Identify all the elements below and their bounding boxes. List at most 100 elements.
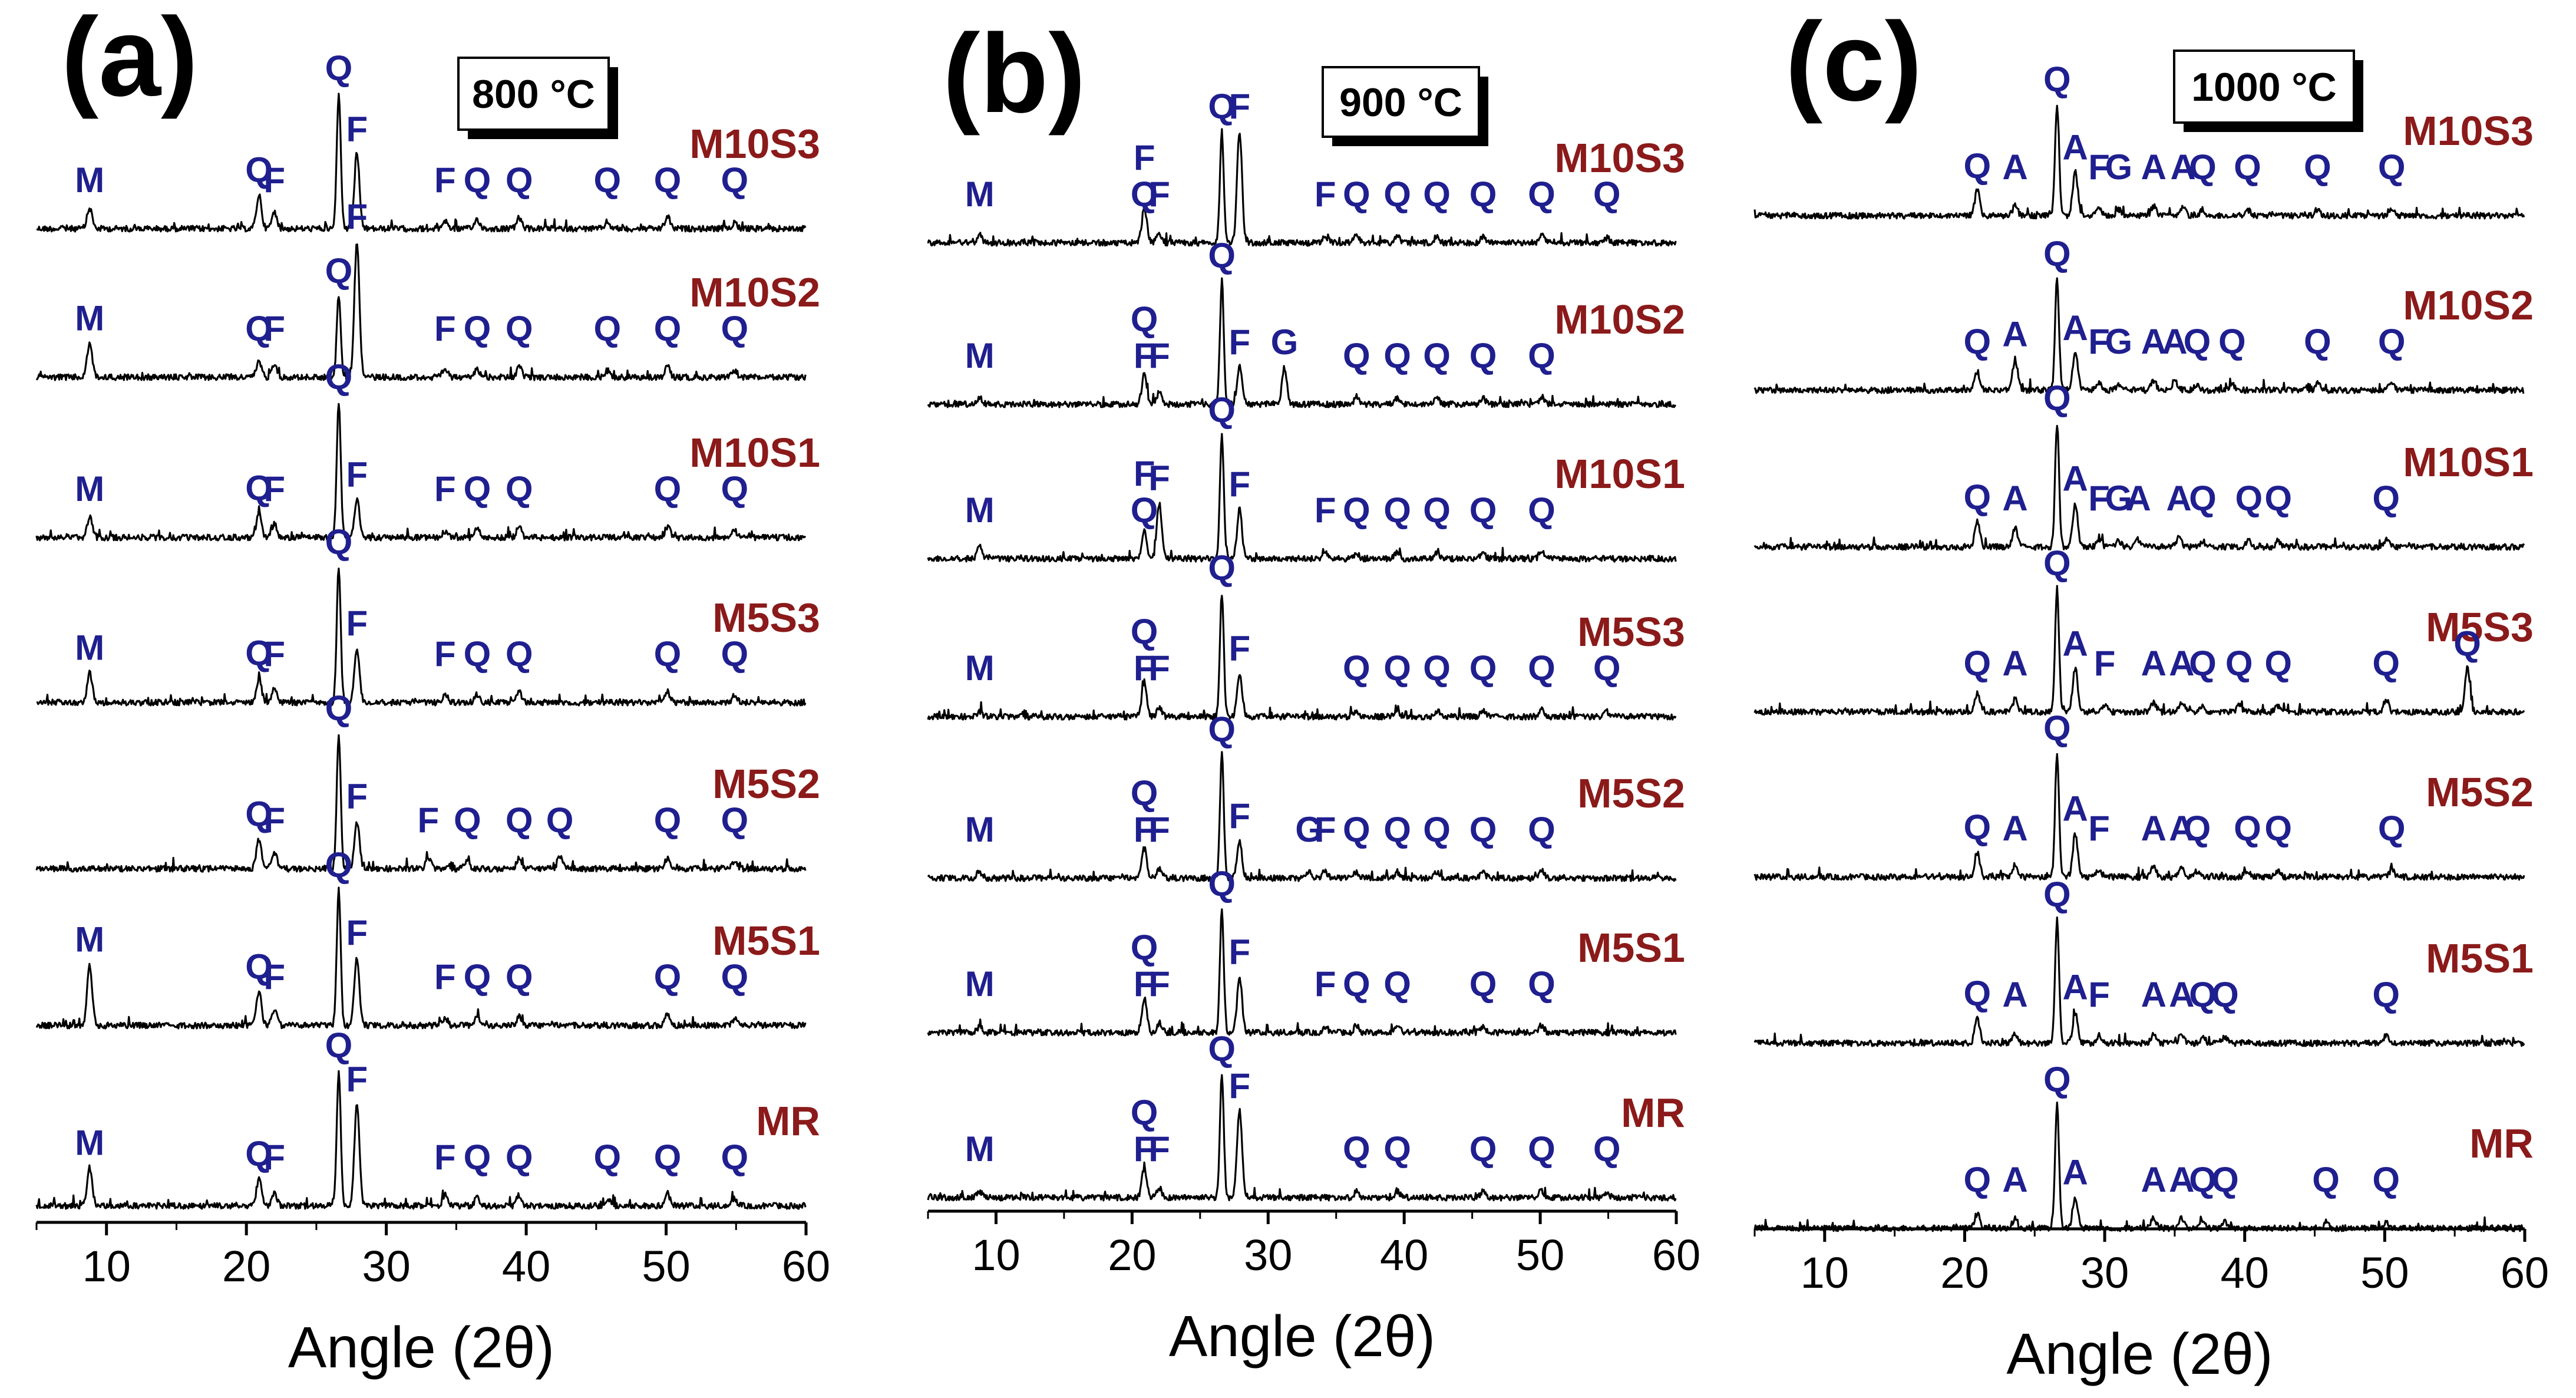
peak-label: Q <box>1208 390 1236 430</box>
peak-label: A <box>2063 968 2088 1007</box>
peak-label: A <box>2063 624 2088 664</box>
x-tick-label: 40 <box>502 1242 550 1291</box>
xrd-trace <box>927 277 1677 408</box>
peak-label: Q <box>2378 147 2406 187</box>
x-tick-label: 20 <box>222 1242 270 1291</box>
peak-label: Q <box>546 800 574 840</box>
peak-label: Q <box>2372 479 2400 518</box>
peak-label: Q <box>506 309 533 348</box>
peak-label: F <box>263 957 285 997</box>
peak-label: Q <box>1131 773 1158 813</box>
peak-label: G <box>2105 479 2133 518</box>
peak-label: Q <box>464 1137 491 1177</box>
peak-label: Q <box>2235 479 2263 518</box>
temperature-label: 800 °C <box>472 72 595 117</box>
peak-label: Q <box>1528 174 1555 214</box>
peak-label: Q <box>1469 1129 1497 1169</box>
peak-label: Q <box>1964 146 1992 186</box>
peak-label: A <box>2169 644 2194 683</box>
xrd-trace <box>1753 104 2525 220</box>
xrd-trace <box>927 595 1677 721</box>
peak-label: G <box>2105 322 2133 361</box>
peak-label: Q <box>2234 809 2261 848</box>
peak-label: Q <box>245 150 273 190</box>
sample-label: M10S3 <box>689 121 820 167</box>
x-axis-label: Angle (2θ) <box>288 1315 554 1380</box>
peak-label: Q <box>721 634 749 674</box>
peak-label: Q <box>1343 336 1370 375</box>
peak-label: Q <box>1131 612 1158 651</box>
peak-label: F <box>434 634 456 674</box>
peak-label: Q <box>1469 964 1497 1004</box>
x-tick-label: 40 <box>1380 1231 1428 1280</box>
peak-label: Q <box>1343 964 1370 1004</box>
peak-label: Q <box>1423 648 1451 688</box>
peak-label: F <box>2088 479 2110 518</box>
peak-label: Q <box>2372 975 2400 1014</box>
peak-label: A <box>2063 308 2088 348</box>
peak-label: Q <box>1423 174 1451 214</box>
peak-label: Q <box>325 845 353 885</box>
peak-label: Q <box>1383 336 1411 375</box>
peak-label: F <box>434 957 456 997</box>
peak-label: F <box>2094 644 2116 683</box>
peak-label: Q <box>2189 975 2217 1014</box>
peak-label: F <box>346 604 368 643</box>
peak-label: F <box>1228 629 1250 668</box>
peak-label: A <box>2002 315 2027 354</box>
peak-label: Q <box>2043 234 2071 273</box>
peak-label: A <box>2141 322 2167 361</box>
peak-label: F <box>418 800 440 840</box>
peak-label: F <box>2088 975 2110 1014</box>
peak-label: Q <box>1208 1029 1236 1069</box>
x-tick-label: 60 <box>1652 1231 1700 1280</box>
peak-label: Q <box>506 957 533 997</box>
peak-label: F <box>1315 174 1336 214</box>
peak-label: Q <box>506 469 533 509</box>
panel-label: (c) <box>1785 0 1922 124</box>
peak-label: Q <box>1469 810 1497 849</box>
peak-label: Q <box>1469 174 1497 214</box>
peak-label: Q <box>245 309 273 348</box>
peak-label: Q <box>506 1137 533 1177</box>
temperature-box <box>1322 66 1480 138</box>
peak-label: F <box>1228 464 1250 504</box>
peak-label: F <box>1148 1129 1170 1169</box>
peak-label: M <box>75 1123 104 1163</box>
peak-label: Q <box>1208 710 1236 749</box>
peak-label: F <box>1228 1066 1250 1106</box>
x-axis-label: Angle (2θ) <box>2006 1321 2273 1386</box>
sample-label: MR <box>756 1098 820 1144</box>
peak-label: F <box>346 777 368 816</box>
sample-label: M5S3 <box>2426 604 2534 650</box>
peak-label: Q <box>506 800 533 840</box>
panel-label: (a) <box>61 0 198 120</box>
peak-label: F <box>263 160 285 200</box>
temperature-label: 1000 °C <box>2191 65 2336 110</box>
peak-label: G <box>1271 322 1299 362</box>
sample-label: M10S3 <box>1554 135 1685 181</box>
peak-label: Q <box>2312 1160 2340 1199</box>
peak-label: A <box>2063 128 2088 167</box>
peak-label: A <box>2125 479 2151 518</box>
peak-label: Q <box>2043 60 2071 99</box>
peak-label: Q <box>1423 810 1451 849</box>
sample-label: M5S2 <box>712 761 820 807</box>
peak-label: F <box>1134 1129 1155 1169</box>
xrd-trace <box>35 403 807 542</box>
peak-label: Q <box>1528 810 1555 849</box>
xrd-trace <box>1753 277 2525 394</box>
peak-label: A <box>2002 147 2027 187</box>
peak-label: F <box>1228 87 1250 126</box>
x-tick-label: 10 <box>1801 1248 1849 1297</box>
peak-label: A <box>2170 147 2195 187</box>
peak-label: Q <box>325 251 353 291</box>
peak-label: Q <box>464 469 491 509</box>
